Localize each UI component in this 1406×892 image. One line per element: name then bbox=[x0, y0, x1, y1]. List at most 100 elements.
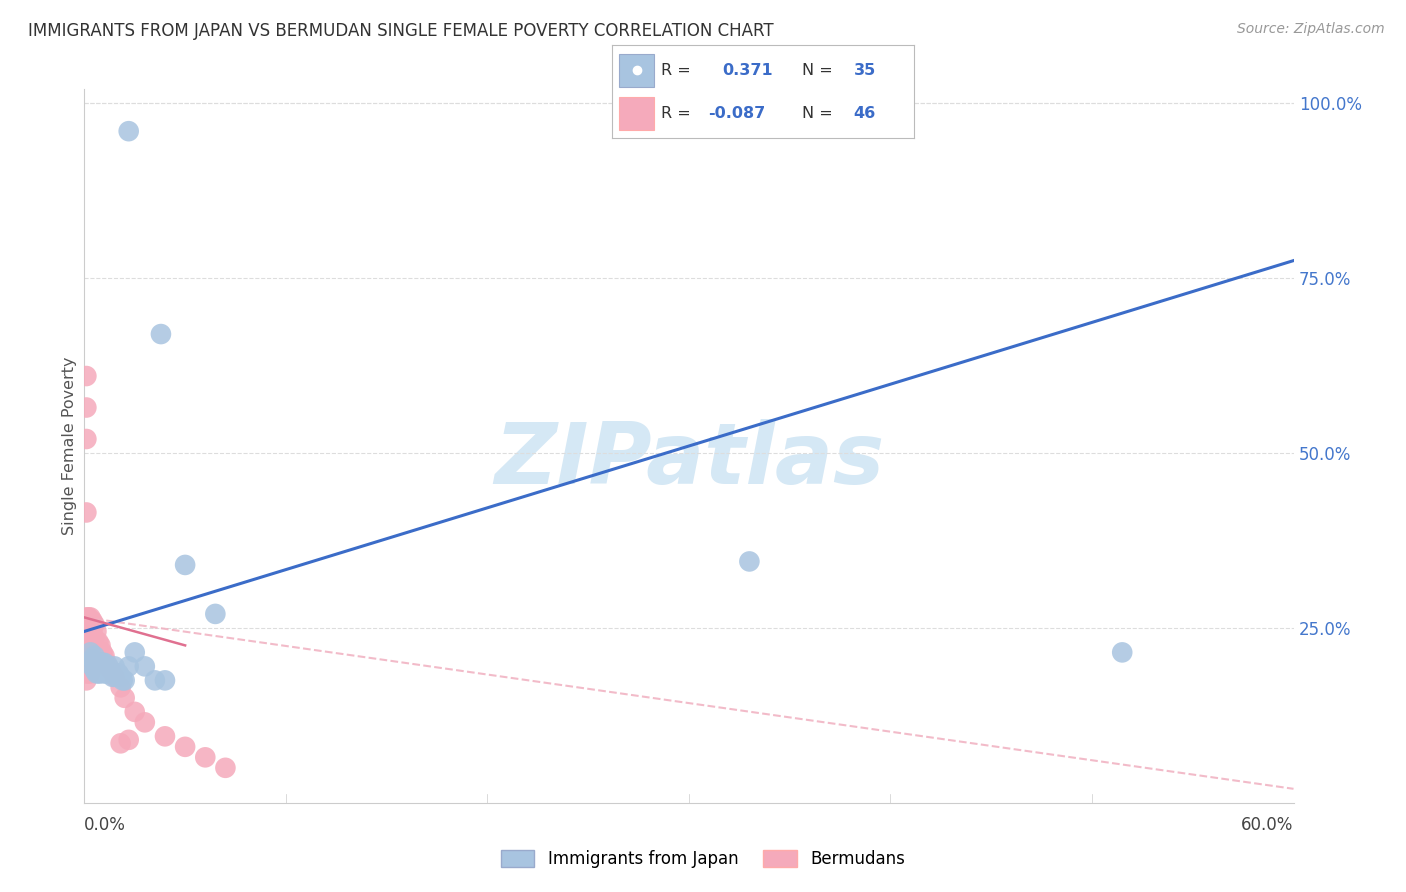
Point bbox=[86, 666, 108, 681]
Point bbox=[174, 739, 197, 754]
Point bbox=[149, 327, 172, 342]
Point bbox=[79, 645, 101, 659]
Point bbox=[96, 666, 118, 681]
Point bbox=[83, 648, 105, 663]
Point bbox=[75, 666, 97, 681]
Point bbox=[79, 666, 101, 681]
Point bbox=[75, 645, 97, 659]
Point bbox=[118, 124, 141, 138]
Point bbox=[86, 624, 108, 639]
Point bbox=[97, 659, 120, 673]
Point bbox=[101, 670, 124, 684]
Point bbox=[75, 610, 97, 624]
Point bbox=[107, 666, 129, 681]
Point bbox=[82, 639, 104, 653]
Point bbox=[82, 659, 104, 673]
Point bbox=[91, 645, 114, 659]
Point bbox=[75, 369, 97, 384]
Point bbox=[89, 656, 111, 670]
Point bbox=[77, 639, 100, 653]
Text: R =: R = bbox=[661, 62, 702, 78]
Point bbox=[738, 554, 761, 568]
Point bbox=[86, 659, 108, 673]
Point bbox=[124, 645, 146, 659]
Point bbox=[77, 659, 100, 673]
Point bbox=[82, 652, 104, 666]
Point bbox=[82, 624, 104, 639]
Point bbox=[83, 663, 105, 677]
Point bbox=[194, 750, 217, 764]
Point bbox=[111, 673, 134, 688]
Point bbox=[93, 666, 115, 681]
Point bbox=[79, 656, 101, 670]
Legend: Immigrants from Japan, Bermudans: Immigrants from Japan, Bermudans bbox=[495, 843, 911, 875]
Text: 0.0%: 0.0% bbox=[84, 816, 127, 834]
Point bbox=[204, 607, 226, 621]
Point bbox=[100, 666, 122, 681]
Point bbox=[75, 639, 97, 653]
Point bbox=[110, 736, 132, 750]
Point bbox=[91, 656, 114, 670]
Point bbox=[134, 715, 156, 730]
Point bbox=[77, 610, 100, 624]
Point bbox=[77, 617, 100, 632]
Point bbox=[134, 659, 156, 673]
Point bbox=[96, 656, 118, 670]
Text: ZIPatlas: ZIPatlas bbox=[494, 418, 884, 502]
Point bbox=[105, 670, 128, 684]
Point bbox=[83, 632, 105, 646]
Point bbox=[75, 632, 97, 646]
Point bbox=[174, 558, 197, 572]
Point bbox=[75, 432, 97, 446]
Point bbox=[83, 656, 105, 670]
Point bbox=[87, 656, 110, 670]
Text: 60.0%: 60.0% bbox=[1241, 816, 1294, 834]
Point bbox=[79, 610, 101, 624]
Point bbox=[79, 635, 101, 649]
Point bbox=[110, 670, 132, 684]
Point bbox=[93, 648, 115, 663]
Point bbox=[77, 656, 100, 670]
Point bbox=[104, 670, 127, 684]
Text: 0.371: 0.371 bbox=[721, 62, 772, 78]
Point bbox=[77, 645, 100, 659]
Text: N =: N = bbox=[801, 62, 838, 78]
Point bbox=[153, 729, 176, 743]
Point bbox=[87, 666, 110, 681]
Point bbox=[75, 401, 97, 415]
Text: -0.087: -0.087 bbox=[709, 106, 766, 121]
Point bbox=[83, 617, 105, 632]
Point bbox=[89, 639, 111, 653]
Point bbox=[77, 666, 100, 681]
Point bbox=[124, 705, 146, 719]
Y-axis label: Single Female Poverty: Single Female Poverty bbox=[62, 357, 77, 535]
Point bbox=[118, 659, 141, 673]
Text: N =: N = bbox=[801, 106, 838, 121]
Point bbox=[75, 659, 97, 673]
Point bbox=[91, 663, 114, 677]
Point bbox=[87, 635, 110, 649]
Point bbox=[110, 681, 132, 695]
Point bbox=[75, 624, 97, 639]
Point bbox=[143, 673, 166, 688]
Point bbox=[153, 673, 176, 688]
Point bbox=[100, 663, 122, 677]
Point bbox=[93, 656, 115, 670]
Point bbox=[75, 673, 97, 688]
FancyBboxPatch shape bbox=[619, 97, 654, 130]
Point bbox=[77, 624, 100, 639]
Point bbox=[79, 645, 101, 659]
FancyBboxPatch shape bbox=[619, 54, 654, 87]
Point bbox=[79, 617, 101, 632]
Point bbox=[114, 673, 136, 688]
Point bbox=[104, 659, 127, 673]
Point bbox=[79, 628, 101, 642]
Point bbox=[75, 506, 97, 520]
Text: 46: 46 bbox=[853, 106, 876, 121]
Text: Source: ZipAtlas.com: Source: ZipAtlas.com bbox=[1237, 22, 1385, 37]
Point bbox=[214, 761, 236, 775]
Text: 35: 35 bbox=[853, 62, 876, 78]
Point bbox=[82, 614, 104, 628]
Point bbox=[1111, 645, 1133, 659]
Text: IMMIGRANTS FROM JAPAN VS BERMUDAN SINGLE FEMALE POVERTY CORRELATION CHART: IMMIGRANTS FROM JAPAN VS BERMUDAN SINGLE… bbox=[28, 22, 773, 40]
